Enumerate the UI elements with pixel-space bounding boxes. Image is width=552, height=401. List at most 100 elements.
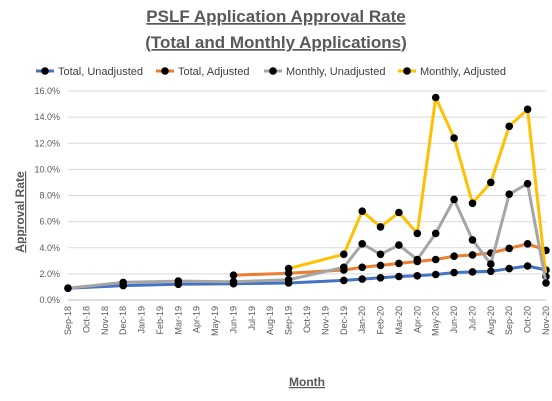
y-tick-label: 4.0% — [39, 243, 60, 253]
data-point — [468, 199, 477, 208]
x-tick-label: Feb-19 — [155, 306, 165, 335]
data-point — [431, 255, 440, 264]
data-point — [505, 244, 513, 253]
x-tick-label: Apr-19 — [192, 306, 202, 333]
y-tick-label: 14.0% — [34, 112, 60, 122]
data-point — [229, 277, 238, 286]
x-tick-label: May-20 — [431, 306, 441, 336]
y-tick-label: 0.0% — [39, 295, 60, 305]
legend-label: Total, Adjusted — [178, 66, 250, 78]
legend-marker — [269, 67, 277, 75]
series-2 — [64, 179, 550, 293]
data-point — [395, 208, 403, 217]
x-axis-title: Month — [289, 375, 325, 389]
data-point — [450, 195, 458, 204]
x-tick-label: Mar-19 — [173, 306, 183, 335]
x-tick-label: Aug-19 — [265, 306, 275, 335]
x-tick-label: Jan-19 — [137, 306, 147, 334]
x-tick-label: Nov-20 — [541, 306, 551, 335]
data-point — [395, 259, 403, 268]
x-tick-label: May-19 — [210, 306, 220, 336]
legend-marker — [161, 67, 169, 75]
data-point — [376, 261, 385, 270]
x-tick-label: Dec-18 — [118, 306, 128, 335]
data-point — [523, 262, 532, 270]
legend-marker — [403, 67, 411, 75]
data-point — [413, 255, 422, 264]
x-tick-label: Oct-18 — [81, 306, 91, 333]
x-tick-label: Apr-20 — [412, 306, 422, 333]
plot-area — [64, 93, 550, 293]
data-point — [523, 240, 532, 248]
chart-subtitle: (Total and Monthly Applications) — [145, 33, 407, 52]
y-tick-label: 2.0% — [39, 269, 60, 279]
data-point — [284, 264, 293, 273]
x-tick-label: Dec-19 — [339, 306, 349, 335]
data-point — [340, 250, 348, 259]
x-tick-label: Jun-20 — [449, 306, 459, 334]
x-tick-label: Nov-18 — [100, 306, 110, 335]
data-point — [358, 275, 367, 283]
legend-marker — [41, 67, 49, 75]
data-point — [468, 268, 477, 276]
x-tick-label: Jan-20 — [357, 306, 367, 334]
x-tick-label: Nov-19 — [320, 306, 330, 335]
data-point — [505, 122, 513, 131]
data-point — [505, 190, 513, 198]
x-tick-label: Jun-19 — [228, 306, 238, 334]
x-tick-label: Oct-19 — [302, 306, 312, 333]
data-point — [450, 134, 458, 142]
data-point — [358, 207, 367, 215]
x-tick-label: Oct-20 — [523, 306, 533, 333]
data-point — [431, 270, 440, 279]
data-point — [450, 252, 458, 260]
series-3 — [284, 93, 550, 281]
data-point — [487, 178, 495, 187]
chart-title: PSLF Application Approval Rate — [146, 7, 405, 26]
y-tick-label: 8.0% — [39, 191, 60, 201]
x-tick-label: Jul-19 — [247, 306, 257, 331]
x-tick-label: Sep-19 — [284, 306, 294, 335]
data-point — [174, 277, 183, 285]
y-tick-label: 16.0% — [34, 86, 60, 96]
data-point — [395, 272, 403, 281]
data-point — [468, 236, 477, 244]
data-point — [523, 179, 532, 188]
legend-label: Monthly, Adjusted — [420, 66, 506, 78]
legend: Total, Unadjusted Total, Adjusted Monthly,… — [36, 66, 506, 78]
data-point — [487, 260, 495, 268]
data-point — [340, 263, 348, 272]
gridlines — [68, 90, 546, 301]
legend-label: Total, Unadjusted — [58, 66, 143, 78]
y-tick-label: 6.0% — [39, 217, 60, 227]
x-tick-label: Mar-20 — [394, 306, 404, 335]
y-tick-label: 12.0% — [34, 138, 60, 148]
data-point — [431, 229, 440, 238]
data-point — [229, 271, 238, 280]
x-tick-label: Jul-20 — [467, 306, 477, 331]
series-1 — [229, 240, 550, 280]
data-point — [64, 284, 72, 293]
data-point — [376, 223, 385, 231]
y-tick-label: 10.0% — [34, 164, 60, 174]
data-point — [284, 276, 293, 284]
data-point — [505, 264, 513, 273]
data-point — [376, 250, 385, 259]
data-point — [358, 240, 367, 248]
data-point — [340, 276, 348, 285]
data-point — [468, 251, 477, 259]
x-axis-ticks: Sep-18 Oct-18 Nov-18 Dec-18 Jan-19 Feb-19 Mar-… — [63, 306, 551, 336]
x-tick-label: Sep-20 — [504, 306, 514, 335]
data-point — [542, 279, 550, 287]
data-point — [487, 267, 495, 276]
y-axis-title: Approval Rate — [13, 171, 27, 253]
y-axis-ticks: 0.0% 2.0% 4.0% 6.0% 8.0% 10.0% 12.0% 14.0% 16.0% — [34, 86, 60, 305]
data-point — [413, 272, 422, 280]
x-tick-label: Feb-20 — [376, 306, 386, 335]
legend-label: Monthly, Unadjusted — [286, 66, 385, 78]
data-point — [431, 93, 440, 102]
data-point — [395, 241, 403, 249]
x-tick-label: Aug-20 — [486, 306, 496, 335]
data-point — [119, 278, 127, 287]
